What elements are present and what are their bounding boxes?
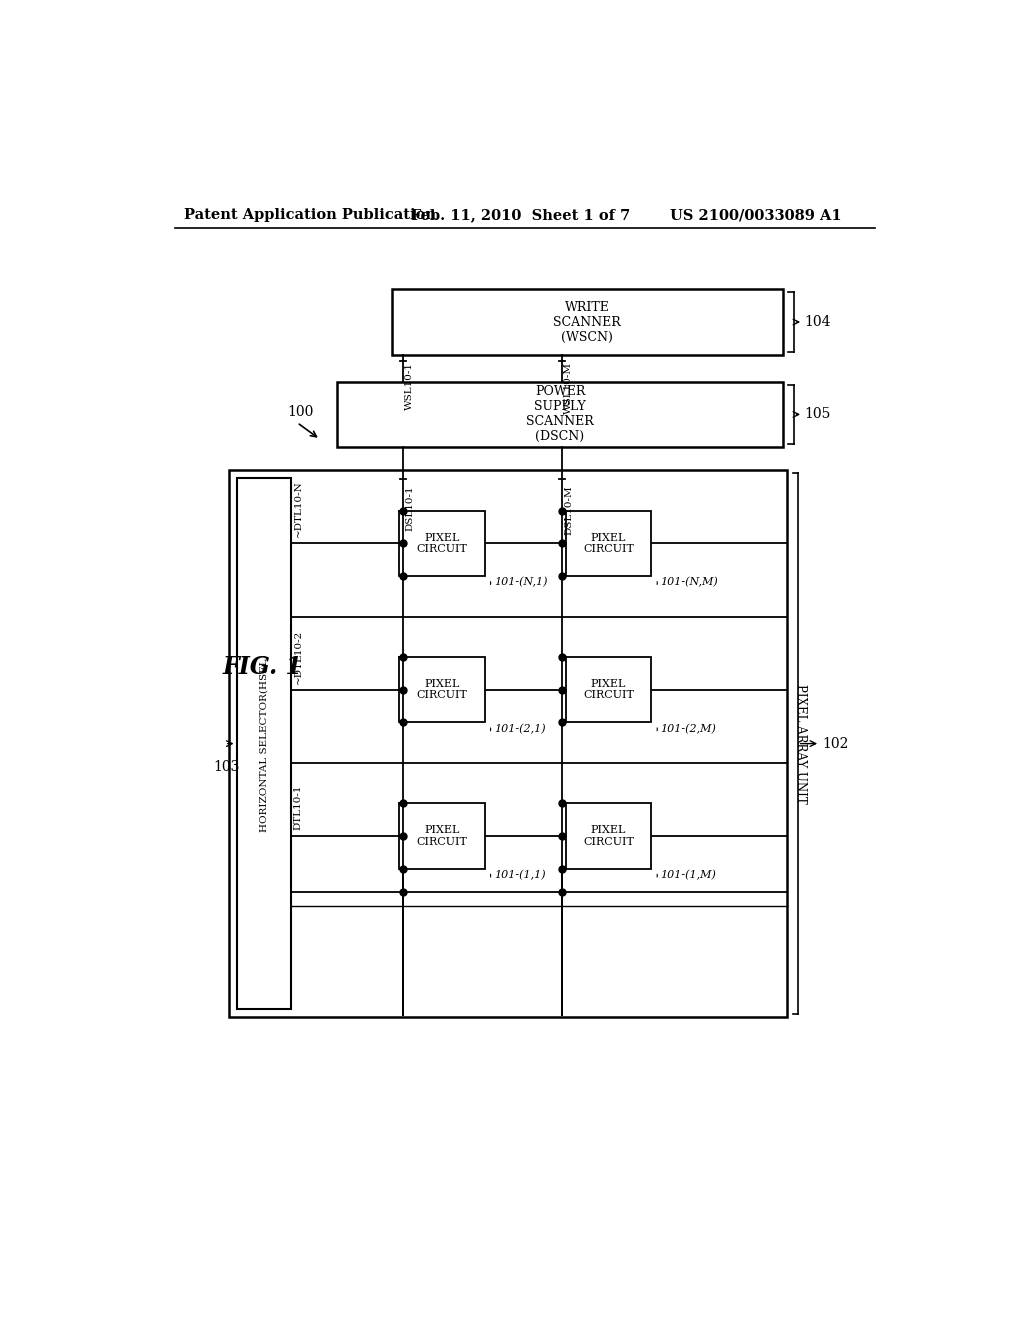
Text: POWER
SUPPLY
SCANNER
(DSCN): POWER SUPPLY SCANNER (DSCN)	[526, 385, 594, 444]
Text: Feb. 11, 2010  Sheet 1 of 7: Feb. 11, 2010 Sheet 1 of 7	[411, 209, 630, 222]
Text: ~DTL10-N: ~DTL10-N	[294, 480, 303, 537]
Text: PIXEL
CIRCUIT: PIXEL CIRCUIT	[417, 825, 467, 847]
Bar	[337, 381, 783, 447]
Bar	[566, 804, 651, 869]
Text: 102: 102	[822, 737, 849, 751]
Text: HORIZONTAL SELECTOR(HSEL): HORIZONTAL SELECTOR(HSEL)	[259, 655, 268, 833]
Text: Patent Application Publication: Patent Application Publication	[183, 209, 436, 222]
Bar	[566, 511, 651, 576]
Text: 104: 104	[805, 315, 831, 329]
Bar	[237, 478, 291, 1010]
Text: 103: 103	[213, 760, 240, 774]
Text: FIG. 1: FIG. 1	[222, 655, 302, 678]
Text: 101-(N,1): 101-(N,1)	[494, 577, 547, 587]
Text: 100: 100	[287, 405, 313, 420]
Text: 101-(1,1): 101-(1,1)	[494, 870, 546, 880]
Text: WSL10-M: WSL10-M	[564, 363, 573, 414]
Bar	[566, 657, 651, 722]
Text: PIXEL
CIRCUIT: PIXEL CIRCUIT	[417, 532, 467, 554]
Text: DSL10-M: DSL10-M	[564, 486, 573, 536]
Text: ~DTL10-2: ~DTL10-2	[294, 630, 303, 684]
Text: 105: 105	[805, 408, 830, 421]
Text: PIXEL
CIRCUIT: PIXEL CIRCUIT	[417, 678, 467, 701]
Text: PIXEL
CIRCUIT: PIXEL CIRCUIT	[583, 532, 634, 554]
Text: PIXEL
CIRCUIT: PIXEL CIRCUIT	[583, 678, 634, 701]
Text: 101-(N,M): 101-(N,M)	[660, 577, 718, 587]
Text: PIXEL ARRAY UNIT: PIXEL ARRAY UNIT	[795, 684, 807, 804]
Text: 101-(2,1): 101-(2,1)	[494, 723, 546, 734]
Text: PIXEL
CIRCUIT: PIXEL CIRCUIT	[583, 825, 634, 847]
Text: DTL10-1: DTL10-1	[294, 784, 303, 830]
Text: 101-(2,M): 101-(2,M)	[660, 723, 717, 734]
Bar	[399, 657, 484, 722]
Bar	[391, 289, 783, 355]
Text: 101-(1,M): 101-(1,M)	[660, 870, 717, 880]
Bar	[399, 804, 484, 869]
Text: WRITE
SCANNER
(WSCN): WRITE SCANNER (WSCN)	[553, 301, 622, 343]
Bar	[228, 470, 786, 1016]
Text: DSL10-1: DSL10-1	[406, 486, 415, 531]
Text: WSL10-1: WSL10-1	[406, 363, 415, 411]
Bar	[399, 511, 484, 576]
Text: US 2100/0033089 A1: US 2100/0033089 A1	[671, 209, 842, 222]
